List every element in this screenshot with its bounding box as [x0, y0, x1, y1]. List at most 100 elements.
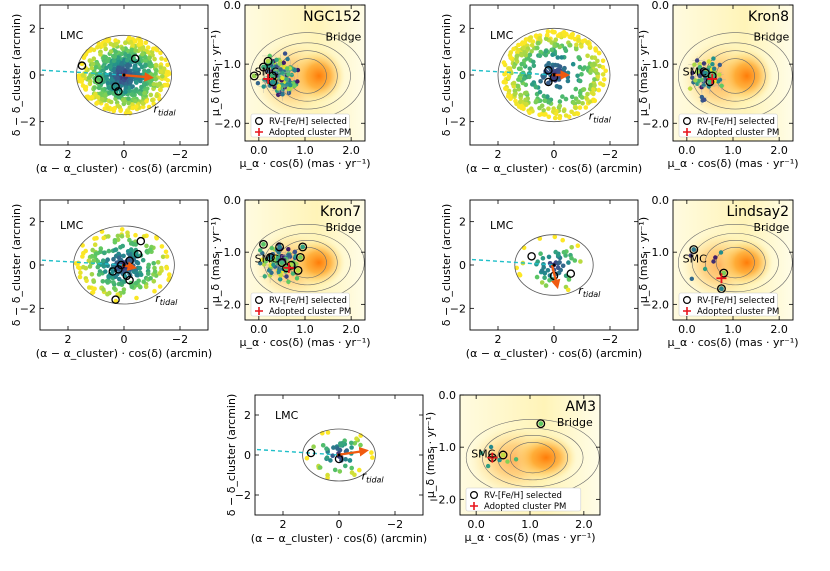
cluster-am3-position-ytick-label: 0 — [244, 449, 251, 462]
cluster-ngc152-field-star — [156, 82, 161, 87]
cluster-kron8-field-star — [570, 61, 576, 67]
cluster-ngc152-field-star — [103, 54, 108, 60]
cluster-ngc152-field-star — [126, 100, 131, 106]
cluster-kron8-field-star — [537, 89, 543, 95]
cluster-am3-field-star — [370, 455, 375, 460]
cluster-kron8-field-star — [557, 103, 563, 109]
cluster-ngc152-position-xtick-label: 0 — [121, 148, 128, 161]
cluster-kron8-field-star — [511, 80, 517, 86]
cluster-ngc152-field-star — [161, 66, 167, 71]
cluster-kron8-field-star — [519, 41, 524, 47]
cluster-ngc152-field-star — [104, 59, 110, 64]
cluster-kron8-field-star — [506, 75, 511, 80]
cluster-am3-field-star — [349, 445, 354, 450]
cluster-kron7-selected-star — [125, 275, 134, 285]
cluster-ngc152-field-star — [152, 56, 157, 62]
cluster-ngc152-field-star — [83, 66, 88, 71]
cluster-kron8-field-star — [538, 79, 543, 84]
cluster-ngc152-pm-star — [282, 51, 288, 56]
cluster-ngc152-field-star — [108, 99, 114, 105]
cluster-ngc152-field-star — [123, 52, 128, 57]
cluster-kron8-position-ylabel: δ − δ_cluster (arcmin) — [440, 14, 453, 136]
cluster-ngc152-field-star — [163, 57, 169, 63]
cluster-kron8-pm-star — [692, 62, 697, 67]
cluster-lindsay2-field-star — [578, 259, 583, 264]
cluster-kron7-pm-xtick-label: 1.0 — [296, 323, 314, 336]
cluster-kron8-pm-star — [701, 61, 707, 66]
cluster-am3-legend-adopted-marker — [470, 502, 478, 510]
cluster-kron8-field-star — [555, 55, 561, 60]
cluster-kron8-field-star — [581, 87, 587, 92]
cluster-ngc152-cluster-name: NGC152 — [303, 9, 361, 25]
cluster-kron8-field-star — [546, 80, 551, 86]
cluster-lindsay2-field-star — [534, 274, 540, 280]
cluster-kron8-field-star — [503, 86, 509, 92]
cluster-kron7-selected-star — [136, 236, 146, 246]
cluster-kron7-field-star — [92, 242, 98, 247]
cluster-lindsay2-pm-selected-star — [689, 245, 699, 255]
cluster-ngc152-field-star — [105, 106, 111, 111]
cluster-kron8-field-star — [508, 55, 513, 60]
cluster-ngc152-pm-star — [276, 92, 281, 98]
cluster-am3-position-ytick-label: 2 — [244, 409, 251, 422]
cluster-ngc152-field-star — [125, 62, 131, 68]
cluster-kron7-pm-ylabel: μ_δ (mas · yr⁻¹) — [209, 217, 222, 303]
cluster-ngc152-field-star — [103, 46, 108, 52]
cluster-kron7-field-star — [77, 274, 83, 280]
cluster-ngc152-pm-ytick-label: 0.0 — [224, 0, 242, 12]
cluster-kron7-field-star — [78, 270, 83, 276]
cluster-am3-pm-xtick-label: 1.0 — [521, 518, 539, 531]
cluster-kron7-smc-label: SMC — [255, 252, 279, 265]
cluster-kron8-pm-star — [717, 72, 722, 77]
cluster-kron7-field-star — [80, 243, 85, 248]
cluster-kron8-field-star — [501, 79, 507, 85]
cluster-ngc152-field-star — [142, 68, 147, 74]
cluster-ngc152-field-star — [125, 108, 130, 113]
cluster-lindsay2-pm-ylabel: μ_δ (mas · yr⁻¹) — [637, 217, 650, 303]
cluster-am3-field-star — [325, 430, 331, 435]
cluster-ngc152-field-star — [134, 104, 139, 109]
cluster-ngc152-field-star — [107, 90, 112, 96]
cluster-kron8-field-star — [591, 97, 596, 103]
cluster-kron8-field-star — [592, 83, 597, 88]
cluster-kron8-field-star — [573, 86, 579, 92]
cluster-ngc152-field-star — [147, 61, 152, 66]
cluster-ngc152-field-star — [94, 61, 99, 67]
cluster-am3-pm-arrow — [336, 446, 369, 457]
cluster-kron8-pm-star — [717, 62, 722, 68]
cluster-kron8-field-star — [570, 31, 575, 37]
cluster-ngc152-pm-star — [280, 75, 285, 81]
cluster-kron8-adopted-pm-marker — [707, 73, 718, 84]
cluster-kron7-field-star — [135, 260, 141, 266]
cluster-kron8-field-star — [549, 47, 554, 53]
cluster-kron8-field-star — [527, 74, 532, 80]
cluster-ngc152-pm-star — [280, 70, 285, 75]
cluster-kron7-field-star — [129, 281, 135, 287]
cluster-kron7-pm-star — [292, 249, 298, 255]
cluster-kron8-field-star — [519, 71, 524, 77]
cluster-lindsay2-adopted-pm-marker — [716, 273, 727, 284]
cluster-ngc152-field-star — [89, 94, 95, 100]
cluster-kron7-field-star — [90, 247, 95, 253]
cluster-kron7-field-star — [76, 265, 81, 270]
cluster-kron8-field-star — [562, 31, 567, 37]
cluster-kron8-field-star — [542, 98, 548, 103]
cluster-ngc152-field-star — [83, 87, 89, 92]
cluster-kron7-pm-star — [290, 271, 296, 276]
cluster-ngc152-selected-star — [114, 87, 123, 96]
cluster-kron8-cluster-name: Kron8 — [748, 9, 789, 25]
cluster-am3-pm-selected-dot — [500, 452, 506, 458]
cluster-ngc152-pm-star — [286, 90, 292, 96]
cluster-am3-field-star — [354, 436, 359, 442]
cluster-kron7-pm-selected-dot — [261, 241, 266, 247]
cluster-kron8-pm-selected-dot — [707, 79, 713, 85]
cluster-kron8-field-star — [580, 101, 585, 106]
cluster-ngc152-legend-selected-label: RV-[Fe/H] selected — [269, 117, 347, 127]
cluster-kron8-field-star — [521, 76, 527, 81]
cluster-lindsay2-pm-xtick-label: 1.0 — [724, 323, 742, 336]
cluster-kron7-field-star — [164, 265, 170, 271]
cluster-kron7-field-star — [157, 284, 163, 289]
cluster-kron8-field-star — [595, 74, 600, 80]
